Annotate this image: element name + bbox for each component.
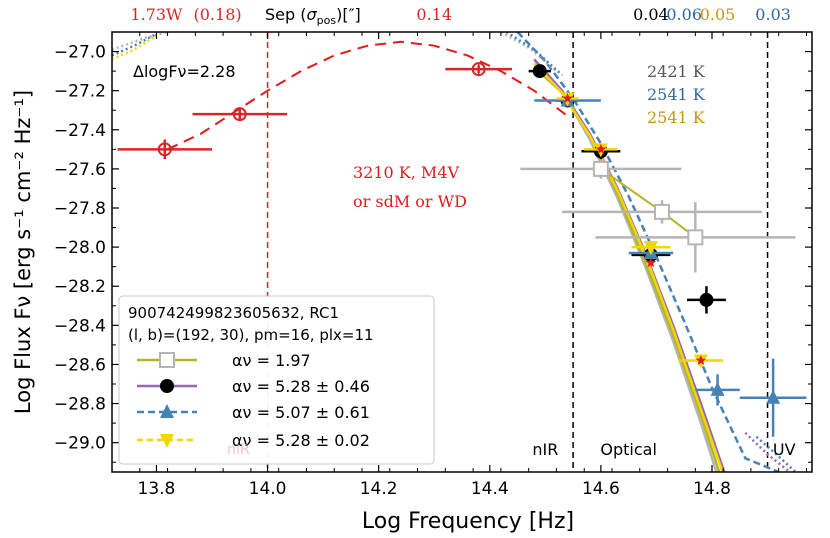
series-2-point-4 — [699, 292, 714, 307]
legend-label-1: αν = 5.28 ± 0.46 — [232, 377, 370, 396]
model-curve-4 — [516, 32, 780, 472]
temperature-label-gold: 2541 K — [647, 108, 706, 127]
legend-entry-3: αν = 5.28 ± 0.02 — [137, 431, 370, 450]
model-curve-8 — [500, 32, 558, 73]
blackbody-line — [167, 40, 569, 151]
x-tick-label-5: 14.8 — [693, 479, 731, 499]
model-curve-3 — [533, 62, 724, 472]
legend-entry-2: αν = 5.07 ± 0.61 — [137, 403, 370, 422]
region-label-1: Optical — [600, 440, 657, 459]
legend-label-0: αν = 1.97 — [232, 351, 311, 370]
y-axis-label: Log Flux Fν [erg s⁻¹ cm⁻² Hz⁻¹] — [11, 90, 35, 414]
top-labels: 1.73W (0.18) 0.14 0.040.060.05 0.03 — [130, 5, 791, 24]
model-curve-1 — [533, 66, 721, 472]
series-3-point-2 — [710, 381, 725, 396]
top-label-1: (0.18) — [194, 5, 242, 24]
star-marker-2 — [645, 257, 657, 268]
series-1-point-0 — [592, 160, 609, 177]
delta-annotation: ΔlogFν=2.28 — [133, 62, 236, 81]
series-4-point-2 — [643, 241, 658, 256]
y-axis-ticks: −29.0 −28.8 −28.6 −28.4 −28.2 −28.0 −27.8 −27.6… — [54, 43, 812, 463]
top-label-3: 0.14 — [416, 5, 452, 24]
y-tick-label-10: −27.0 — [54, 43, 106, 63]
legend-title-line1: 900742499823605632, RC1 — [128, 304, 339, 322]
region-labels: nIR Optical UV — [532, 440, 795, 459]
model-curve-6 — [112, 32, 158, 57]
model-curve-9 — [505, 32, 563, 76]
series-3-point-3 — [766, 389, 781, 404]
series-0 — [117, 62, 512, 160]
legend-entry-1: αν = 5.28 ± 0.46 — [137, 377, 370, 396]
star-markers — [562, 93, 707, 365]
x-tick-label-1: 14.0 — [249, 479, 287, 499]
series-1 — [520, 159, 796, 273]
blackbody-temperature-label: 3210 K, M4V — [353, 163, 459, 182]
x-tick-label-2: 14.2 — [360, 479, 398, 499]
y-tick-label-9: −27.2 — [54, 82, 106, 102]
axes-frame — [111, 31, 813, 473]
x-axis-label: Log Frequency [Hz] — [362, 509, 574, 534]
plot-area: nIR Optical UV — [112, 32, 807, 472]
y-tick-label-0: −29.0 — [54, 434, 106, 454]
series-2-point-0 — [532, 64, 547, 79]
temperature-label-blue: 2541 K — [647, 85, 706, 104]
region-label-2: UV — [773, 440, 796, 459]
y-tick-label-4: −28.2 — [54, 277, 106, 297]
x-tick-label-0: 13.8 — [138, 479, 176, 499]
top-label-7: 0.03 — [755, 5, 791, 24]
sep-label: Sep (σpos)[″] — [265, 5, 361, 27]
legend-entry-0: αν = 1.97 — [137, 351, 311, 370]
top-label-6: 0.05 — [700, 5, 736, 24]
top-label-4: 0.04 — [633, 5, 669, 24]
top-label-0: 1.73W — [130, 5, 183, 24]
blackbody-class-label: or sdM or WD — [353, 192, 467, 211]
legend-title-line2: (l, b)=(192, 30), pm=16, plx=11 — [128, 326, 374, 344]
y-tick-label-8: −27.4 — [54, 121, 106, 141]
series-1-point-2 — [687, 229, 704, 246]
star-marker-1 — [595, 143, 607, 154]
blackbody-curve — [167, 40, 569, 151]
top-label-5: 0.06 — [666, 5, 702, 24]
legend-marker-2 — [160, 404, 174, 418]
series-1-point-1 — [654, 203, 670, 220]
series-0-point-0 — [157, 142, 172, 157]
faded-label: nIR — [227, 442, 250, 458]
legend-marker-0 — [159, 352, 175, 368]
legend: 900742499823605632, RC1 (l, b)=(192, 30)… — [118, 295, 435, 465]
legend-entries: αν = 1.97 αν = 5.28 ± 0.46 αν = 5.07 ± 0.6… — [137, 351, 370, 450]
star-marker-0 — [562, 93, 573, 103]
x-tick-label-4: 14.6 — [582, 479, 620, 499]
series-0-point-1 — [232, 107, 247, 122]
y-tick-label-1: −28.8 — [54, 395, 106, 415]
x-tick-label-3: 14.4 — [471, 479, 509, 499]
y-tick-label-5: −28.0 — [54, 238, 106, 258]
region-label-0: nIR — [532, 440, 558, 459]
legend-label-2: αν = 5.07 ± 0.61 — [232, 403, 370, 422]
series-3 — [534, 92, 807, 437]
legend-label-3: αν = 5.28 ± 0.02 — [232, 431, 370, 450]
model-curve-7 — [112, 34, 158, 61]
y-tick-label-6: −27.8 — [54, 199, 106, 219]
series-0-point-2 — [471, 62, 486, 77]
series-1-connector — [600, 168, 696, 239]
x-axis-ticks: 13.8 14.0 14.2 14.4 14.6 14.8 — [111, 32, 807, 499]
y-tick-label-2: −28.6 — [54, 355, 106, 375]
model-curve-10 — [744, 431, 791, 472]
temperature-label-gray: 2421 K — [647, 62, 706, 81]
legend-marker-3 — [160, 434, 174, 448]
legend-box — [118, 295, 435, 465]
legend-marker-1 — [160, 379, 174, 393]
star-marker-3 — [695, 355, 707, 365]
y-tick-label-3: −28.4 — [54, 316, 106, 336]
y-tick-label-7: −27.6 — [54, 160, 106, 180]
